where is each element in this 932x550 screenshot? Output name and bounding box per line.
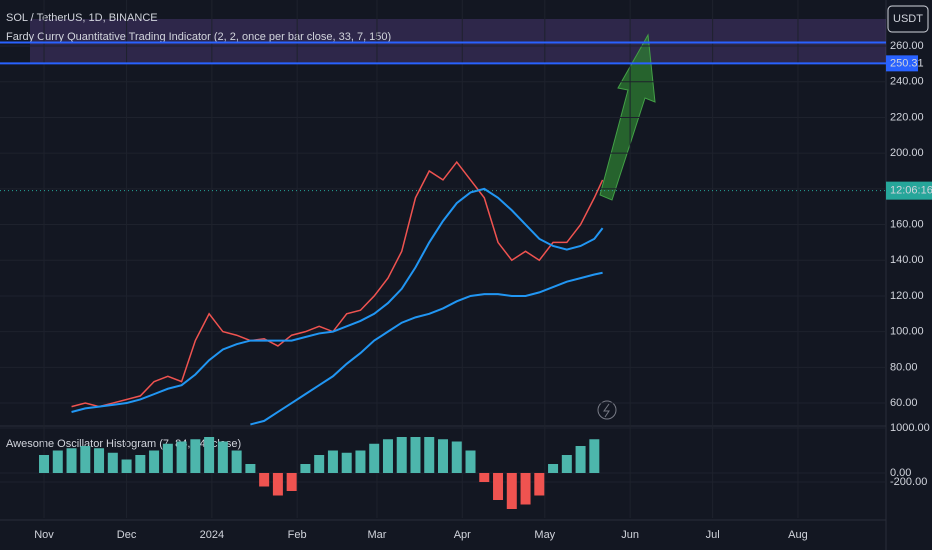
y-tick-label: 0.00 bbox=[890, 467, 911, 479]
histogram-bar bbox=[300, 464, 311, 473]
histogram-bar bbox=[272, 473, 283, 496]
price-line bbox=[250, 271, 603, 426]
y-tick-label: 60.00 bbox=[890, 397, 918, 409]
price-line bbox=[71, 187, 604, 413]
histogram-bar bbox=[465, 450, 476, 473]
x-tick-label: Nov bbox=[34, 529, 54, 541]
y-tick-label: -200.00 bbox=[890, 476, 927, 488]
countdown-label: 12:06:16 bbox=[890, 185, 932, 197]
histogram-bar bbox=[520, 473, 531, 505]
histogram-bar bbox=[107, 452, 118, 473]
histogram-bar bbox=[396, 437, 407, 473]
histogram-bar bbox=[589, 439, 600, 473]
y-tick-label: 140.00 bbox=[890, 254, 924, 266]
x-tick-label: Mar bbox=[367, 529, 386, 541]
symbol-title: SOL / TetherUS, 1D, BINANCE bbox=[6, 12, 158, 24]
countdown-tag bbox=[886, 181, 932, 200]
y-tick-label: 120.00 bbox=[890, 290, 924, 302]
histogram-bar bbox=[66, 448, 77, 473]
histogram-bar bbox=[369, 443, 380, 473]
histogram-bar bbox=[479, 473, 490, 482]
histogram-bar bbox=[52, 450, 63, 473]
histogram-bar bbox=[493, 473, 504, 500]
histogram-bar bbox=[121, 459, 132, 473]
histogram-bar bbox=[259, 473, 270, 487]
y-tick-label: 100.00 bbox=[890, 326, 924, 338]
histogram-bar bbox=[314, 455, 325, 473]
y-tick-label: 260.00 bbox=[890, 40, 924, 52]
target-zone bbox=[30, 19, 886, 63]
currency-button[interactable] bbox=[887, 5, 929, 33]
x-tick-label: Jul bbox=[706, 529, 720, 541]
histogram-bar bbox=[410, 437, 421, 473]
histogram-bar bbox=[149, 450, 160, 473]
y-tick-label: 1000.00 bbox=[890, 422, 930, 434]
histogram-bar bbox=[561, 455, 572, 473]
histogram-bar bbox=[534, 473, 545, 496]
histogram-bar bbox=[162, 443, 173, 473]
y-tick-label: 240.00 bbox=[890, 76, 924, 88]
level-label: 250.31 bbox=[890, 57, 924, 69]
histogram-bar bbox=[80, 446, 91, 473]
histogram-bar bbox=[245, 464, 256, 473]
histogram-bar bbox=[286, 473, 297, 491]
y-tick-label: 200.00 bbox=[890, 147, 924, 159]
level-tag bbox=[886, 55, 918, 72]
histogram-bar bbox=[217, 441, 228, 473]
y-tick-label: 160.00 bbox=[890, 218, 924, 230]
histogram-bar bbox=[135, 455, 146, 473]
y-tick-label: 80.00 bbox=[890, 361, 918, 373]
histogram-bar bbox=[176, 441, 187, 473]
histogram-bar bbox=[341, 452, 352, 473]
indicator-title: Fardy Curry Quantitative Trading Indicat… bbox=[6, 31, 391, 43]
currency-label[interactable]: USDT bbox=[893, 13, 923, 25]
histogram-bar bbox=[451, 441, 462, 473]
histogram-bar bbox=[382, 439, 393, 473]
x-tick-label: 2024 bbox=[200, 529, 224, 541]
histogram-bar bbox=[190, 439, 201, 473]
histogram-bar bbox=[204, 437, 215, 473]
histogram-bar bbox=[575, 446, 586, 473]
histogram-bar bbox=[506, 473, 517, 509]
x-tick-label: Feb bbox=[288, 529, 307, 541]
x-tick-label: Dec bbox=[117, 529, 137, 541]
alert-bolt bbox=[603, 403, 610, 418]
histogram-bar bbox=[548, 464, 559, 473]
histogram-bar bbox=[231, 450, 242, 473]
x-tick-label: Jun bbox=[621, 529, 639, 541]
x-tick-label: Apr bbox=[454, 529, 471, 541]
price-line bbox=[71, 160, 604, 408]
histogram-bar bbox=[327, 450, 338, 473]
histogram-bar bbox=[39, 455, 50, 473]
histogram-bar bbox=[438, 439, 448, 473]
histogram-bar bbox=[424, 437, 435, 473]
x-tick-label: May bbox=[534, 529, 555, 541]
histogram-bar bbox=[355, 450, 366, 473]
x-tick-label: Aug bbox=[788, 529, 808, 541]
histogram-bar bbox=[94, 448, 105, 473]
alert-icon bbox=[597, 400, 617, 420]
y-tick-label: 220.00 bbox=[890, 111, 924, 123]
